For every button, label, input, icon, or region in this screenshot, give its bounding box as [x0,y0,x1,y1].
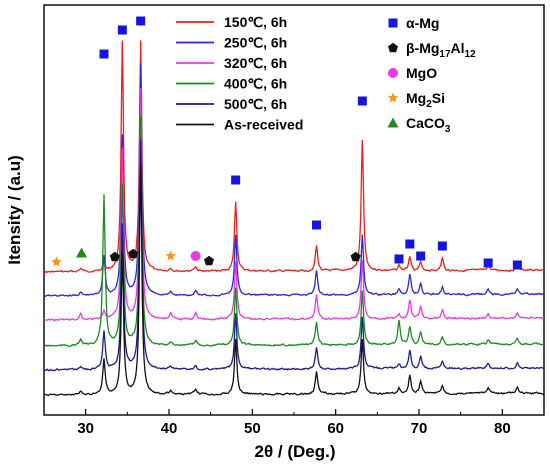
legend-label: 320℃, 6h [224,55,287,71]
star-peak-marker [51,256,62,267]
circle-legend-icon [388,68,398,78]
square-peak-marker [136,16,146,26]
series-line [43,163,544,397]
phase-label: α-Mg [406,15,439,31]
phase-label: MgO [406,65,437,81]
pentagon-legend-icon [388,42,398,53]
square-legend-icon [388,18,398,28]
series-line [43,87,545,322]
x-tick-label: 70 [411,420,428,437]
square-peak-marker [512,260,522,270]
square-peak-marker [405,239,415,249]
square-peak-marker [416,251,426,261]
square-peak-marker [231,175,241,185]
x-axis-label: 2θ / (Deg.) [255,442,336,461]
peak-markers [51,16,522,270]
phase-label: CaCO3 [406,115,451,135]
series-line [43,64,545,298]
pentagon-peak-marker [128,248,139,259]
y-axis-label: Itensity / (a.u) [5,155,24,265]
square-peak-marker [483,258,493,268]
triangle-peak-marker [76,247,87,258]
series-line [43,40,545,274]
square-peak-marker [312,220,321,230]
pentagon-peak-marker [109,251,120,262]
square-peak-marker [99,49,109,59]
series-group [43,40,545,397]
triangle-legend-icon [387,117,399,128]
square-peak-marker [117,25,127,35]
phase-legend: α-Mg β-Mg17Al12 MgO Mg2Si CaCO3 [387,15,476,135]
square-peak-marker [357,96,367,106]
legend-label: 150℃, 6h [224,14,287,30]
x-tick-label: 40 [161,420,178,437]
series-line [43,139,545,372]
series-line [43,114,545,347]
legend-label: 400℃, 6h [224,76,287,92]
phase-label: β-Mg17Al12 [406,40,476,60]
circle-peak-marker [190,251,201,261]
phase-label: Mg2Si [406,90,445,110]
square-peak-marker [394,254,404,264]
square-peak-marker [437,241,447,251]
legend-label: As-received [224,117,303,133]
legend-label: 500℃, 6h [224,96,287,112]
x-tick-label: 60 [327,420,344,437]
plot-frame [43,4,545,416]
star-legend-icon [387,92,399,103]
x-tick-label: 50 [244,420,261,437]
x-tick-label: 30 [77,420,94,437]
series-legend: 150℃, 6h 250℃, 6h 320℃, 6h 400℃, 6h 500℃, 6h… [176,14,303,133]
star-peak-marker [165,250,176,261]
pentagon-peak-marker [350,251,361,262]
pentagon-peak-marker [204,255,214,266]
x-axis-ticks: 30 40 50 60 70 80 [43,409,545,437]
x-tick-label: 80 [494,420,511,437]
legend-label: 250℃, 6h [224,35,287,51]
